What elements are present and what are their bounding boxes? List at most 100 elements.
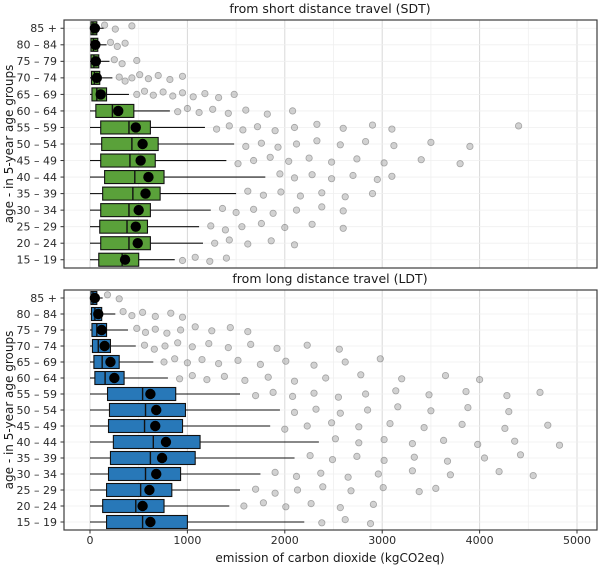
mean-dot [96, 324, 107, 336]
outlier-point [253, 123, 262, 131]
outlier-point [281, 425, 289, 433]
outlier-point [355, 439, 363, 447]
outlier-point [318, 203, 326, 211]
outlier-point [250, 156, 258, 165]
outlier-point [195, 108, 203, 117]
outlier-point [307, 500, 315, 508]
outlier-point [349, 171, 357, 180]
outlier-point [361, 390, 370, 398]
outlier-point [256, 360, 264, 369]
outlier-point [441, 372, 450, 380]
box [102, 186, 161, 201]
x-tick-label: 2000 [271, 534, 299, 547]
outlier-point [269, 209, 277, 217]
outlier-point [171, 355, 179, 363]
sdt-panel-title: from short distance travel (SDT) [229, 1, 430, 16]
outlier-point [336, 504, 344, 512]
outlier-point [106, 38, 115, 47]
outlier-point [313, 137, 321, 145]
y-tick-label: 25 – 29 [17, 221, 58, 234]
ldt-panel: from long distance travel (LDT) age - in… [2, 271, 598, 565]
outlier-point [218, 204, 227, 213]
outlier-point [322, 374, 330, 382]
mean-dot [145, 388, 156, 400]
outlier-point [536, 388, 544, 397]
outlier-point [189, 93, 197, 101]
outlier-point [308, 220, 316, 228]
box [109, 450, 196, 466]
outlier-point [310, 389, 318, 397]
outlier-point [357, 371, 365, 379]
outlier-point [408, 440, 416, 448]
outlier-point [427, 407, 435, 415]
outlier-point [257, 139, 265, 147]
outlier-point [150, 345, 158, 353]
outlier-point [292, 140, 301, 148]
box [101, 136, 159, 152]
outlier-point [203, 376, 211, 384]
outlier-point [220, 372, 228, 381]
outlier-point [281, 223, 289, 232]
outlier-point [208, 327, 216, 335]
outlier-point [273, 344, 281, 353]
mean-dot [144, 484, 155, 496]
mean-dot [151, 404, 162, 416]
outlier-point [327, 175, 336, 183]
outlier-point [154, 71, 162, 80]
outlier-point [555, 441, 564, 449]
outlier-point [121, 39, 129, 47]
box [100, 153, 156, 168]
mean-dot [133, 204, 144, 216]
x-tick-label: 4000 [466, 534, 494, 547]
box [106, 386, 177, 402]
ldt-y-axis-label: age - in 5-year age groups [2, 331, 16, 490]
outlier-point [133, 324, 141, 333]
outlier-point [363, 406, 372, 414]
outlier-point [503, 392, 511, 400]
outlier-point [183, 359, 191, 367]
box [107, 466, 182, 482]
mean-dot [119, 254, 131, 265]
outlier-point [128, 74, 136, 82]
box [107, 418, 184, 434]
outlier-point [282, 503, 290, 511]
outlier-point [133, 56, 141, 65]
outlier-point [188, 372, 196, 380]
outlier-point [366, 520, 375, 528]
box [112, 434, 201, 450]
outlier-point [201, 90, 209, 98]
outlier-point [505, 408, 513, 416]
outlier-point [380, 456, 388, 464]
outlier-point [339, 224, 347, 232]
y-tick-label: 85 + [30, 292, 57, 305]
mean-dot [135, 155, 146, 166]
y-tick-label: 15 – 19 [17, 254, 58, 267]
y-tick-label: 50 – 54 [17, 404, 58, 417]
y-tick-label: 15 – 19 [17, 516, 58, 529]
outlier-point [242, 142, 250, 150]
outlier-point [319, 483, 327, 491]
outlier-point [368, 190, 377, 198]
outlier-point [244, 327, 252, 336]
y-tick-label: 30 – 34 [17, 468, 58, 481]
outlier-point [303, 341, 311, 349]
outlier-point [379, 484, 387, 492]
outlier-point [252, 485, 260, 493]
outlier-point [544, 421, 552, 429]
outlier-point [344, 473, 352, 481]
outlier-point [282, 357, 290, 365]
outlier-point [417, 156, 425, 164]
x-axis-label: emission of carbon dioxide (kgCO2eq) [215, 551, 444, 565]
outlier-point [308, 171, 316, 179]
outlier-point [211, 239, 219, 247]
outlier-point [161, 342, 169, 350]
outlier-point [163, 329, 171, 337]
outlier-point [339, 207, 347, 215]
outlier-point [111, 25, 119, 33]
outlier-point [244, 187, 252, 195]
outlier-point [292, 472, 301, 480]
mean-dot [113, 105, 124, 117]
outlier-point [167, 309, 175, 317]
y-tick-label: 80 – 84 [17, 308, 58, 321]
y-tick-label: 75 – 79 [17, 55, 58, 68]
